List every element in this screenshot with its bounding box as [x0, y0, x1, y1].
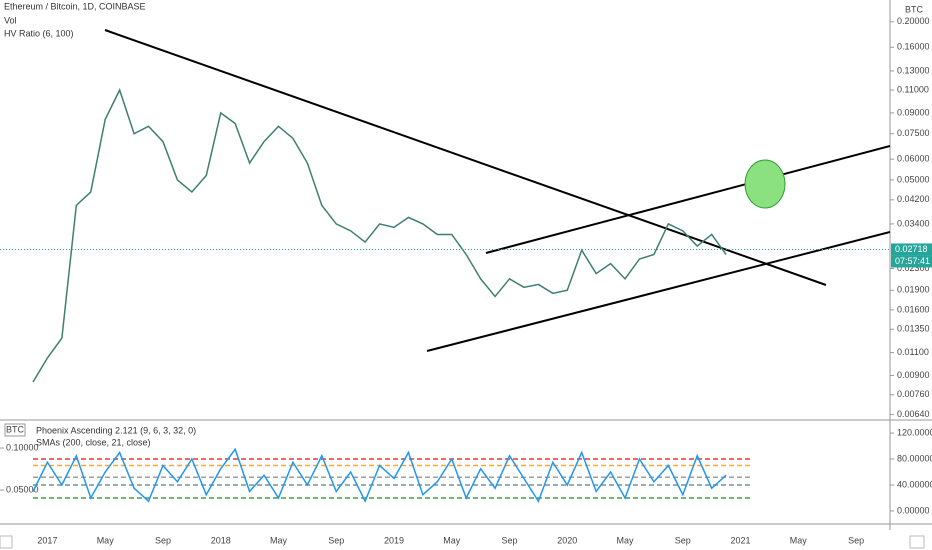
legend-line: Vol [4, 15, 17, 25]
unit-box [4, 423, 26, 437]
y-tick-label: 0.07500 [897, 128, 930, 138]
trend-line [485, 145, 891, 254]
x-tick-label: Sep [155, 535, 171, 545]
x-tick-label: May [97, 535, 115, 545]
trend-line [104, 29, 827, 286]
y2-tick-label: 0.05000 [6, 484, 39, 494]
x-tick-label: May [443, 535, 461, 545]
y-tick-label: 0.00900 [897, 370, 930, 380]
indicator-title: Phoenix Ascending 2.121 (9, 6, 3, 32, 0) [36, 425, 196, 435]
y-tick-label: 120.00000 [897, 427, 932, 437]
trend-line [426, 231, 891, 352]
countdown-box [891, 255, 932, 268]
y-tick-label: 0.04200 [897, 194, 930, 204]
y-tick-label: 0.06000 [897, 154, 930, 164]
y-tick-label: 80.00000 [897, 453, 932, 463]
y-tick-label: 0.01900 [897, 285, 930, 295]
y-tick-label: 0.16000 [897, 42, 930, 52]
y-tick-label: 0.05000 [897, 174, 930, 184]
auto-scale-button[interactable] [909, 535, 925, 549]
x-tick-label: 2019 [384, 535, 404, 545]
countdown-label: 07:57:41 [895, 256, 930, 266]
last-price-label: 0.02718 [895, 244, 928, 254]
y-tick-label: 0.00760 [897, 389, 930, 399]
y-tick-label: 0.13000 [897, 65, 930, 75]
y-tick-label: 0.00640 [897, 409, 930, 419]
scale-button[interactable] [0, 535, 13, 549]
x-tick-label: May [790, 535, 808, 545]
y-tick-label: 0.03400 [897, 218, 930, 228]
y-tick-label: 0.09000 [897, 107, 930, 117]
y-tick-label: 0.00000 [897, 505, 930, 515]
y2-tick-label: 0.10000 [6, 442, 39, 452]
y-tick-label: 0.01600 [897, 304, 930, 314]
price-line [32, 88, 727, 383]
x-tick-label: Sep [848, 535, 864, 545]
x-tick-label: 2018 [211, 535, 231, 545]
x-tick-label: May [270, 535, 288, 545]
x-tick-label: 2020 [557, 535, 577, 545]
y-tick-label: 40.00000 [897, 479, 932, 489]
x-tick-label: May [617, 535, 635, 545]
y-tick-label: 0.02300 [897, 263, 930, 273]
last-price-box [891, 243, 932, 256]
x-tick-label: 2017 [37, 535, 57, 545]
y-tick-label: 0.11000 [897, 84, 929, 94]
indicator-subtitle: SMAs (200, close, 21, close) [36, 437, 151, 447]
unit-label: BTC [6, 424, 25, 434]
y-tick-label: 0.01100 [897, 347, 929, 357]
y-tick-label: 0.20000 [897, 16, 930, 26]
x-tick-label: 2021 [731, 535, 751, 545]
unit-label: BTC [905, 4, 924, 14]
x-tick-label: Sep [328, 535, 344, 545]
x-tick-label: Sep [502, 535, 518, 545]
y-tick-label: 0.01350 [897, 324, 930, 334]
x-tick-label: Sep [675, 535, 691, 545]
legend-line: HV Ratio (6, 100) [4, 28, 74, 38]
oscillator-line [32, 447, 727, 504]
highlight-ellipse [744, 159, 786, 209]
chart-title: Ethereum / Bitcoin, 1D, COINBASE [4, 1, 146, 11]
